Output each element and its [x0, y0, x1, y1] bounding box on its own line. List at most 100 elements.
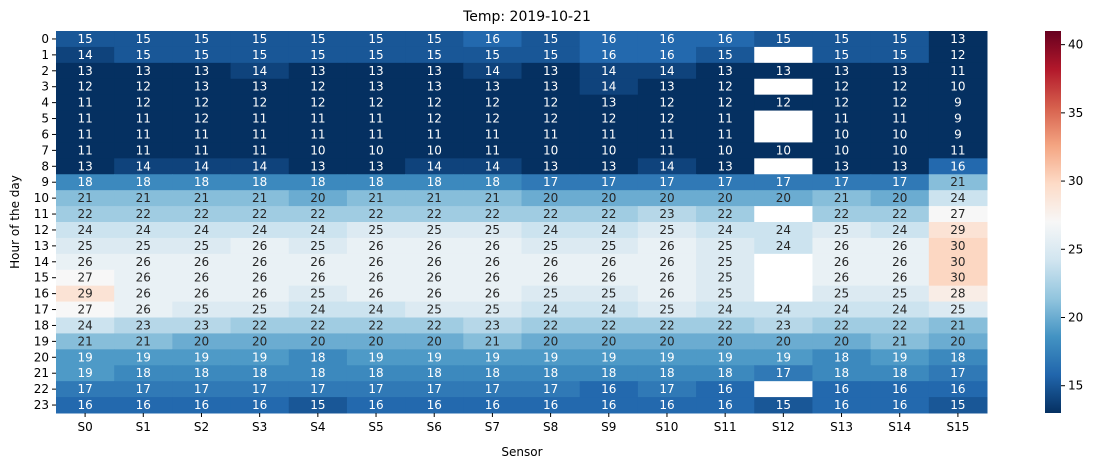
heatmap-cell: [870, 349, 930, 366]
heatmap-cell: [521, 110, 581, 127]
cell-value-label: 17: [950, 366, 965, 380]
cell-value-label: 24: [950, 191, 965, 205]
colorbar-tick-label: 15: [1068, 379, 1083, 393]
cell-value-label: 12: [950, 48, 965, 62]
cell-value-label: 26: [194, 255, 209, 269]
heatmap-cell: [579, 285, 639, 303]
cell-value-label: 25: [718, 239, 733, 253]
heatmap-cell: [812, 317, 872, 334]
heatmap-cell: [288, 158, 348, 175]
cell-value-label: 26: [427, 239, 442, 253]
heatmap-cell: [56, 269, 115, 287]
heatmap-cell: [579, 94, 639, 112]
heatmap-cell: [637, 237, 697, 255]
heatmap-cell: [405, 110, 464, 127]
heatmap-cell: [114, 174, 173, 191]
cell-value-label: 11: [310, 112, 325, 126]
cell-value-label: 24: [77, 318, 92, 332]
cell-value-label: 22: [368, 207, 383, 221]
heatmap-cell: [521, 333, 581, 350]
cell-value-label: 15: [834, 32, 849, 46]
heatmap-cell: [56, 142, 115, 159]
cell-value-label: 22: [601, 318, 616, 332]
heatmap-cell-missing: [754, 381, 813, 398]
heatmap-cell: [230, 46, 290, 64]
heatmap-cell: [870, 190, 930, 207]
heatmap-cell: [637, 206, 697, 223]
cell-value-label: 15: [368, 48, 383, 62]
y-tick-label: 10: [34, 191, 49, 205]
cell-value-label: 26: [892, 255, 907, 269]
heatmap-cell: [288, 381, 348, 398]
heatmap-cell: [579, 222, 639, 239]
heatmap-cell: [521, 126, 581, 143]
heatmap-cell: [870, 206, 930, 223]
heatmap-cell: [928, 365, 988, 382]
heatmap-cell: [637, 222, 697, 239]
heatmap-cell: [637, 174, 697, 191]
heatmap-cell: [230, 126, 290, 143]
heatmap-cell: [405, 365, 464, 382]
heatmap-cell: [696, 94, 755, 112]
heatmap-cell: [812, 31, 872, 48]
heatmap-cell-missing: [754, 253, 813, 271]
heatmap-cell: [405, 397, 464, 414]
cell-value-label: 18: [136, 175, 151, 189]
cell-value-label: 11: [310, 127, 325, 141]
heatmap-cell-missing: [754, 285, 813, 303]
heatmap-cell: [521, 158, 581, 175]
cell-value-label: 16: [194, 398, 209, 412]
heatmap-cell: [812, 381, 872, 398]
cell-value-label: 9: [954, 112, 962, 126]
heatmap-cell: [56, 237, 115, 255]
heatmap-cell: [346, 190, 406, 207]
cell-value-label: 10: [834, 127, 849, 141]
heatmap-cell: [696, 349, 755, 366]
x-tick-label: S14: [888, 420, 911, 434]
cell-value-label: 15: [194, 48, 209, 62]
heatmap-cell: [579, 317, 639, 334]
cell-value-label: 11: [252, 143, 267, 157]
cell-value-label: 9: [954, 96, 962, 110]
x-tick-label: S12: [772, 420, 795, 434]
heatmap-cell: [928, 174, 988, 191]
cell-value-label: 13: [950, 32, 965, 46]
heatmap-cell: [521, 46, 581, 64]
heatmap-cell: [579, 301, 639, 318]
heatmap-cell: [521, 301, 581, 318]
cell-value-label: 17: [194, 382, 209, 396]
colorbar-tick-label: 25: [1068, 242, 1083, 256]
cell-value-label: 18: [310, 350, 325, 364]
heatmap-cell: [230, 158, 290, 175]
cell-value-label: 23: [776, 318, 791, 332]
cell-value-label: 12: [718, 96, 733, 110]
heatmap-cell: [812, 285, 872, 303]
heatmap-cell: [521, 222, 581, 239]
cell-value-label: 19: [718, 350, 733, 364]
cell-value-label: 13: [601, 96, 616, 110]
cell-value-label: 19: [252, 350, 267, 364]
heatmap-cell: [637, 285, 697, 303]
cell-value-label: 26: [194, 287, 209, 301]
heatmap-cell: [579, 237, 639, 255]
cell-value-label: 30: [950, 271, 965, 285]
x-tick-label: S10: [656, 420, 679, 434]
cell-value-label: 10: [718, 143, 733, 157]
cell-value-label: 16: [834, 398, 849, 412]
cell-value-label: 20: [659, 334, 674, 348]
cell-value-label: 16: [659, 398, 674, 412]
x-tick-label: S9: [601, 420, 616, 434]
heatmap-cell: [696, 222, 755, 239]
cell-value-label: 13: [834, 159, 849, 173]
cell-value-label: 14: [601, 64, 616, 78]
cell-value-label: 12: [427, 112, 442, 126]
heatmap-cell: [928, 269, 988, 287]
cell-value-label: 22: [892, 207, 907, 221]
cell-value-label: 25: [252, 303, 267, 317]
cell-value-label: 17: [601, 175, 616, 189]
cell-value-label: 13: [368, 80, 383, 94]
heatmap-cell: [696, 31, 755, 48]
cell-value-label: 13: [136, 64, 151, 78]
cell-value-label: 25: [136, 239, 151, 253]
cell-value-label: 13: [543, 64, 558, 78]
